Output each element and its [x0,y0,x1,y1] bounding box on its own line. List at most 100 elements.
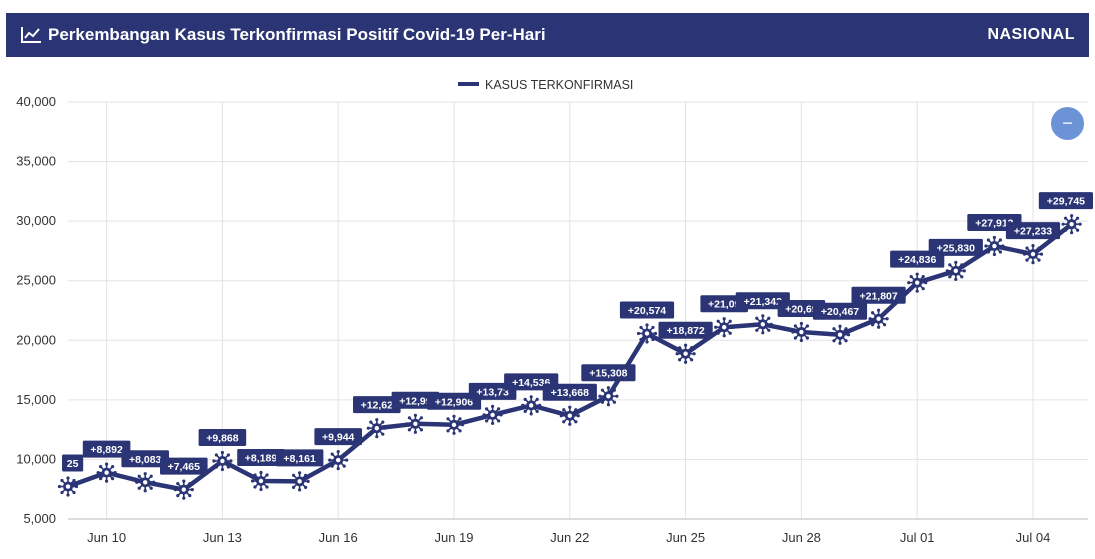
virus-spike-tip [291,485,296,489]
virus-core [104,470,109,475]
virus-spike-tip [523,397,527,401]
virus-spike-tip [291,473,296,477]
virus-spike-tip [844,327,848,331]
virus-spike-tip [653,331,658,336]
data-point-marker [829,324,851,345]
virus-spike-tip [57,484,62,489]
data-label: 25 [62,454,84,472]
data-label: +8,892 [82,440,131,458]
virus-spike-tip [600,388,604,392]
data-label-text: +9,944 [322,432,355,444]
virus-spike-tip [998,250,1003,254]
data-label: +12,906 [426,392,482,410]
virus-spike-tip [883,323,887,327]
data-point-marker [328,449,349,471]
virus-core [760,322,765,327]
zoom-out-button[interactable]: − [1051,107,1084,140]
virus-spike-tip [1076,216,1080,220]
data-label-box [619,301,675,319]
virus-spike-tip [600,400,604,404]
virus-core [220,458,225,464]
data-label: +29,745 [1038,192,1093,210]
virus-spike-tip [289,479,293,483]
data-point-marker [559,405,580,426]
virus-spike-tip [992,235,997,240]
virus-spike-tip [135,480,139,484]
virus-spike-tip [954,260,958,264]
virus-spike-tip [885,317,889,321]
y-tick-label: 25,000 [16,273,56,288]
virus-core [992,243,997,249]
virus-spike-tip [220,450,224,455]
virus-spike-tip [452,431,456,435]
virus-spike-tip [645,323,649,327]
virus-spike-tip [986,250,990,254]
virus-spike-tip [921,287,925,291]
data-label: +8,189 [237,449,285,467]
data-label-box [581,364,636,382]
virus-spike-tip [60,478,64,483]
virus-spike-tip [369,432,373,436]
virus-spike-tip [143,489,147,493]
data-label-text: +18,872 [666,325,704,337]
virus-spike-tip [877,308,881,312]
virus-spike-tip [1031,261,1035,265]
virus-spike-tip [870,311,875,315]
virus-spike-tip [1078,222,1082,226]
virus-spike-tip [1070,214,1074,218]
data-label-box [62,454,84,472]
virus-core [451,422,457,428]
virus-spike-tip [111,477,115,481]
virus-spike-tip [250,479,255,483]
virus-spike-tip [1039,252,1044,256]
data-label: +9,944 [314,428,362,446]
virus-spike-tip [369,420,373,424]
virus-spike-tip [458,429,462,433]
x-tick-label: Jun 13 [203,530,242,545]
virus-spike-tip [690,346,694,350]
virus-core [837,332,843,337]
data-label-text: +8,892 [90,444,123,456]
virus-spike-tip [446,429,450,433]
virus-spike-tip [915,272,919,276]
data-label-text: +12,99 [399,395,432,407]
data-label-box [314,428,362,446]
virus-spike-tip [226,453,231,457]
legend: KASUS TERKONFIRMASI [458,78,633,92]
virus-core [953,268,958,274]
virus-spike-tip [523,409,527,413]
data-label-text: +8,083 [129,454,162,466]
data-label: +27,233 [1005,222,1061,240]
virus-spike-tip [458,417,462,421]
virus-spike-tip [1061,222,1065,226]
data-point-marker [714,317,735,338]
data-label-text: +13,668 [551,387,589,399]
virus-spike-tip [422,422,426,426]
virus-core [567,413,572,418]
virus-spike-tip [259,470,263,475]
virus-spike-tip [846,333,851,337]
virus-spike-tip [1025,246,1029,250]
data-label-text: +25,830 [937,242,975,254]
virus-spike-tip [375,435,379,439]
virus-core [490,412,495,418]
chart-title: Perkembangan Kasus Terkonfirmasi Positif… [48,25,546,44]
virus-spike-tip [173,488,177,492]
virus-spike-tip [948,263,952,267]
virus-spike-tip [265,485,269,489]
virus-spike-tip [761,314,765,318]
virus-spike-tip [1001,244,1005,248]
x-tick-label: Jun 16 [319,530,358,545]
virus-spike-tip [574,408,578,412]
virus-spike-tip [342,464,346,468]
virus-spike-tip [176,482,180,486]
virus-spike-tip [74,484,79,489]
virus-spike-tip [612,400,617,404]
legend-label[interactable]: KASUS TERKONFIRMASI [485,78,633,92]
virus-spike-tip [413,430,417,434]
virus-spike-tip [336,449,340,454]
virus-spike-tip [731,325,735,329]
y-tick-label: 40,000 [16,94,56,109]
virus-core [722,325,727,330]
data-label-text: +12,62 [361,400,394,412]
